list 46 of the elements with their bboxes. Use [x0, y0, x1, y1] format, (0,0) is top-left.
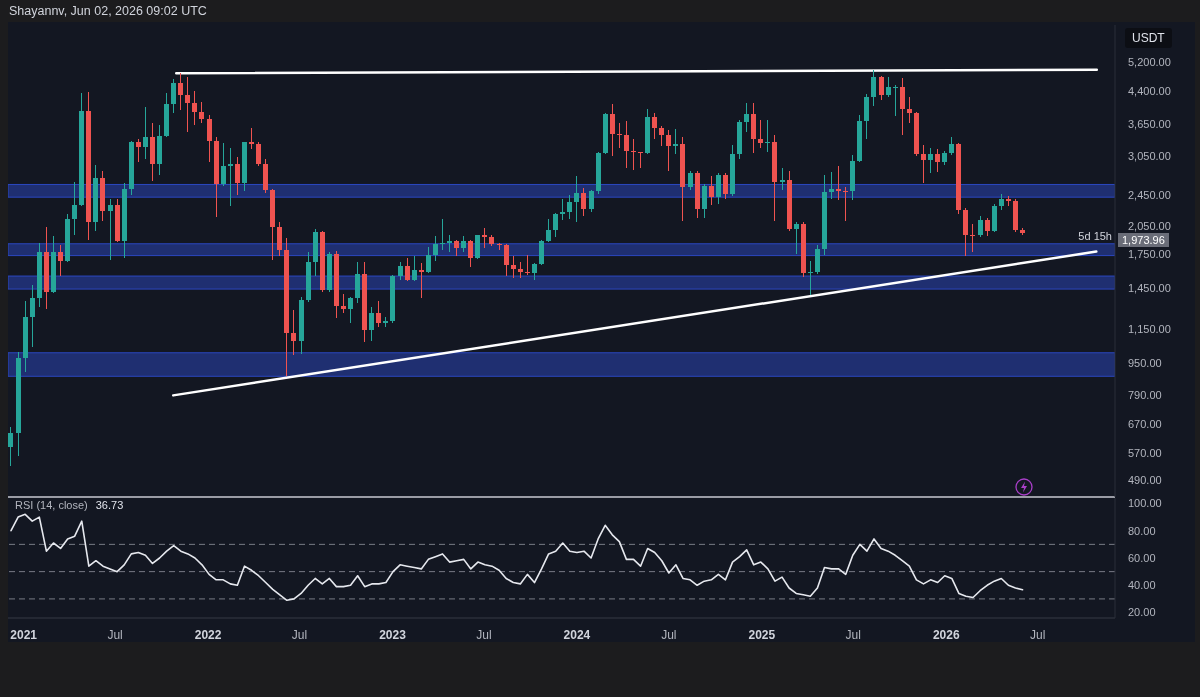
x-tick-label: Jul	[291, 628, 308, 642]
y-tick-label: 1,750.00	[1128, 248, 1171, 261]
y-tick-label: 100.00	[1128, 497, 1162, 510]
y-tick-label: 60.00	[1128, 551, 1156, 564]
x-tick-label: Jul	[107, 628, 123, 642]
y-tick-label: 490.00	[1128, 473, 1162, 486]
x-tick-label: Jul	[1030, 628, 1046, 642]
candlestick	[108, 198, 113, 260]
candlestick	[482, 228, 487, 248]
y-tick-label: 1,450.00	[1128, 281, 1171, 294]
y-tick-label: 3,650.00	[1128, 118, 1171, 131]
y-axis-title: USDT	[1132, 31, 1165, 45]
x-tick-label: 2021	[10, 628, 38, 642]
candlestick	[836, 166, 841, 201]
candlestick	[638, 151, 643, 168]
y-tick-label: 4,400.00	[1128, 85, 1171, 98]
candlestick	[560, 198, 565, 220]
line-series	[10, 513, 1024, 602]
candlestick	[970, 223, 975, 252]
annotation: 5d 15h	[1078, 230, 1112, 243]
annotation: 36.73	[95, 499, 124, 511]
y-tick-label: 80.00	[1128, 524, 1156, 537]
x-tick-label: 2026	[932, 628, 960, 642]
text: Shayannv, Jun 02, 2026 09:02 UTC	[9, 4, 207, 18]
y-tick-label: 20.00	[1128, 606, 1156, 619]
x-tick-label: 2022	[194, 628, 222, 642]
y-tick-label: 670.00	[1128, 418, 1162, 431]
y-tick-label: 3,050.00	[1128, 150, 1171, 163]
y-tick-label: 5,200.00	[1128, 55, 1171, 68]
x-tick-label: 2023	[379, 628, 407, 642]
candlestick	[893, 85, 898, 116]
y-tick-label: 2,050.00	[1128, 220, 1171, 233]
y-tick-label: 1,150.00	[1128, 322, 1171, 335]
y-tick-label: 40.00	[1128, 579, 1156, 592]
y-tick-label: 790.00	[1128, 389, 1162, 402]
text: 1,973.96	[1122, 234, 1165, 247]
y-tick-label: 2,450.00	[1128, 188, 1171, 201]
x-tick-label: Jul	[661, 628, 677, 642]
x-tick-label: 2025	[748, 628, 776, 642]
chart-title: RSI (14, close)	[15, 499, 88, 511]
y-tick-label: 570.00	[1128, 447, 1162, 460]
y-tick-label: 950.00	[1128, 356, 1162, 369]
x-tick-label: 2024	[563, 628, 591, 642]
candlestick	[843, 187, 848, 222]
x-tick-label: Jul	[476, 628, 492, 642]
x-tick-label: Jul	[845, 628, 861, 642]
